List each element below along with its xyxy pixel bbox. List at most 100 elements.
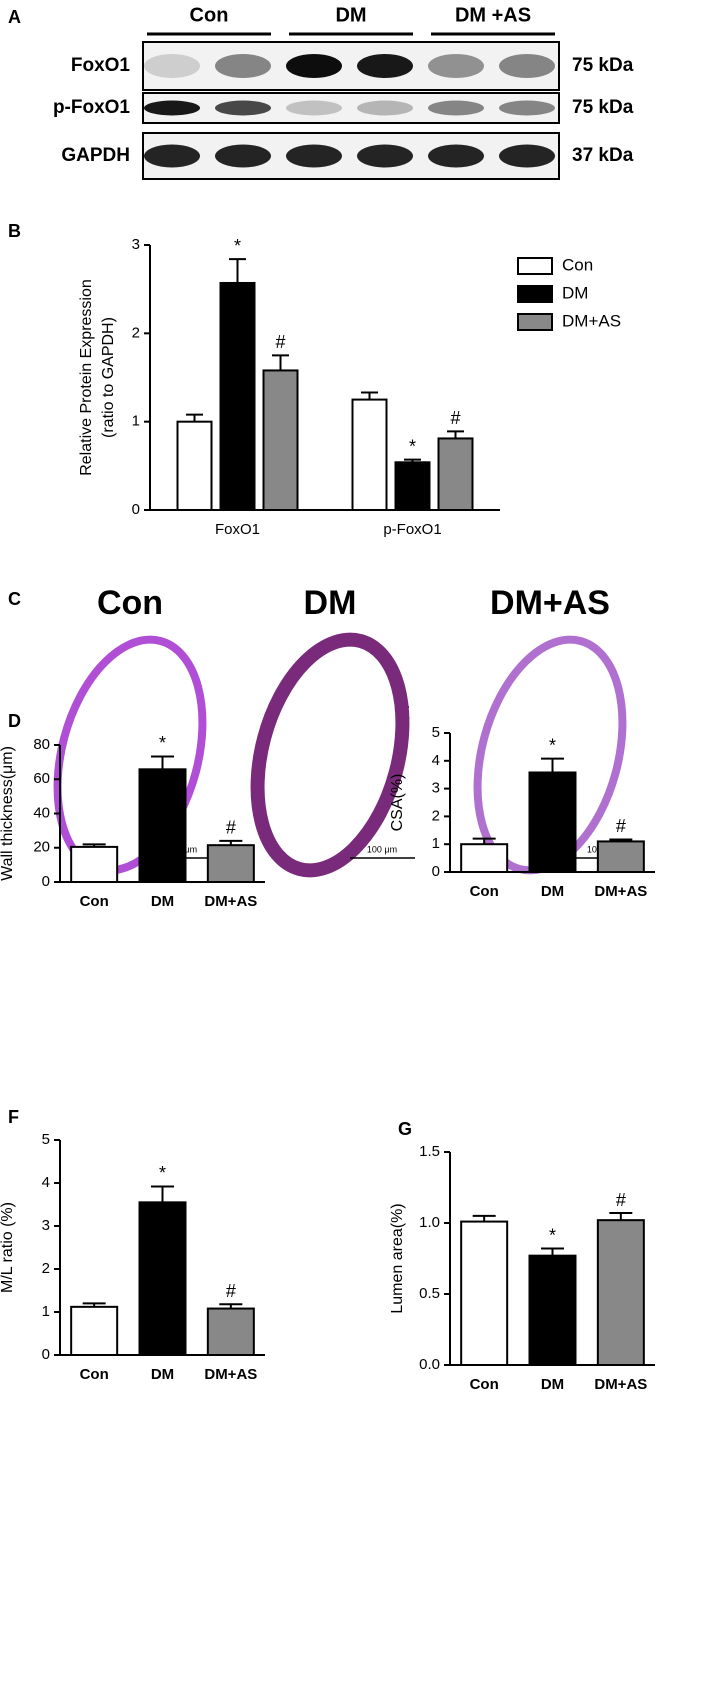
y-tick-label: 2: [42, 1260, 50, 1277]
bar: [206, 1307, 255, 1357]
vessel: [53, 635, 207, 875]
blot-band: [428, 100, 484, 116]
annotation: *: [234, 236, 241, 256]
bar: [138, 1201, 187, 1356]
annotation: *: [409, 436, 416, 456]
blot-group-label: Con: [190, 4, 229, 26]
y-tick-label: 1: [432, 835, 440, 852]
blot-band: [215, 100, 271, 116]
bar: [70, 845, 119, 883]
panel-label: G: [398, 1119, 412, 1139]
y-tick-label: 5: [432, 724, 440, 741]
y-tick-label: 3: [432, 780, 440, 797]
x-tick-label: DM: [151, 893, 174, 910]
legend-label: DM: [562, 283, 588, 302]
y-axis-label: M/L ratio (%): [0, 1202, 16, 1293]
legend-label: DM+AS: [562, 311, 621, 330]
blot-band: [357, 144, 413, 168]
blot-band: [428, 54, 484, 78]
bar: [528, 771, 577, 874]
blot-size: 37 kDa: [572, 145, 634, 166]
annotation: #: [275, 332, 285, 352]
bar: [138, 768, 187, 884]
scale-bar-label: 100 μm: [367, 844, 397, 854]
y-tick-label: 0: [432, 863, 440, 880]
legend-label: Con: [562, 255, 593, 274]
bar: [176, 420, 213, 511]
histology-title: DM+AS: [490, 584, 610, 622]
x-tick-label: DM: [151, 1366, 174, 1383]
panel-label: C: [8, 589, 21, 609]
blot-band: [144, 100, 200, 116]
legend-swatch: [517, 257, 553, 275]
bar: [70, 1305, 119, 1356]
blot-band: [286, 54, 342, 78]
blot-protein: p-FoxO1: [53, 97, 130, 118]
x-tick-label: Con: [80, 893, 109, 910]
annotation: *: [159, 1163, 166, 1183]
y-tick-label: 40: [33, 804, 50, 821]
vessel: [250, 632, 410, 878]
y-tick-label: 1: [42, 1303, 50, 1320]
y-axis-label: Wall thickness(μm): [0, 746, 16, 881]
bar: [437, 437, 474, 512]
histology-title: DM: [304, 584, 357, 622]
bar: [460, 843, 509, 874]
annotation: #: [226, 1281, 236, 1301]
blot-frame: [142, 132, 560, 180]
annotation: *: [159, 733, 166, 753]
annotation: #: [450, 408, 460, 428]
x-tick-label: p-FoxO1: [383, 521, 441, 538]
blot-size: 75 kDa: [572, 97, 634, 118]
y-tick-label: 3: [132, 236, 140, 253]
y-tick-label: 4: [42, 1174, 50, 1191]
y-tick-label: 20: [33, 839, 50, 856]
histology-title: Con: [97, 584, 163, 622]
blot-protein: FoxO1: [71, 55, 131, 76]
y-axis-label: (ratio to GAPDH): [100, 317, 117, 438]
y-tick-label: 4: [432, 752, 440, 769]
bar: [262, 369, 299, 511]
x-tick-label: FoxO1: [215, 521, 260, 538]
y-tick-label: 1: [132, 413, 140, 430]
y-axis-label: Relative Protein Expression: [78, 279, 95, 476]
bar: [528, 1254, 577, 1367]
bar: [394, 461, 431, 511]
annotation: #: [226, 818, 236, 838]
bar: [206, 844, 255, 884]
bar: [351, 398, 388, 512]
blot-band: [499, 54, 555, 78]
x-tick-label: DM: [541, 883, 564, 900]
y-tick-label: 0: [42, 1346, 50, 1363]
vessel: [473, 635, 627, 875]
blot-protein: GAPDH: [61, 145, 130, 166]
blot-frame: [142, 92, 560, 124]
panel-label: F: [8, 1107, 19, 1127]
y-tick-label: 1.5: [419, 1143, 440, 1160]
y-tick-label: 0: [132, 501, 140, 518]
blot-band: [499, 144, 555, 168]
blot-band: [215, 54, 271, 78]
bar: [460, 1220, 509, 1366]
bar: [219, 281, 256, 511]
blot-band: [428, 144, 484, 168]
x-tick-label: DM+AS: [204, 1366, 257, 1383]
blot-frame: [142, 41, 560, 91]
panel-label: D: [8, 711, 21, 731]
blot-band: [286, 144, 342, 168]
blot-size: 75 kDa: [572, 55, 634, 76]
y-tick-label: 2: [432, 807, 440, 824]
x-tick-label: DM: [541, 1376, 564, 1393]
blot-band: [286, 100, 342, 116]
y-tick-label: 80: [33, 736, 50, 753]
blot-band: [144, 54, 200, 78]
x-tick-label: Con: [470, 883, 499, 900]
blot-band: [357, 100, 413, 116]
bar: [596, 1219, 645, 1367]
y-tick-label: 5: [42, 1131, 50, 1148]
annotation: #: [616, 816, 626, 836]
panel-label: A: [8, 7, 21, 27]
y-tick-label: 1.0: [419, 1214, 440, 1231]
x-tick-label: Con: [80, 1366, 109, 1383]
